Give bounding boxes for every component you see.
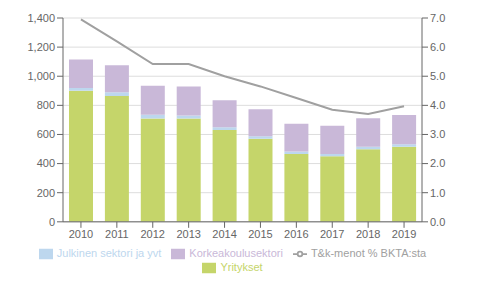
svg-text:2018: 2018 xyxy=(356,228,380,240)
svg-text:1.0: 1.0 xyxy=(430,187,445,199)
svg-text:4.0: 4.0 xyxy=(430,99,445,111)
svg-text:400: 400 xyxy=(37,157,55,169)
svg-text:2019: 2019 xyxy=(392,228,416,240)
svg-text:200: 200 xyxy=(37,187,55,199)
svg-text:0: 0 xyxy=(49,216,55,228)
html-text:T&k-menot % BKTA:sta: T&k-menot % BKTA:sta xyxy=(310,246,427,259)
html-text:Julkinen sektori ja yvt: Julkinen sektori ja yvt xyxy=(56,246,162,259)
svg-text:2016: 2016 xyxy=(284,228,308,240)
svg-text:1,400: 1,400 xyxy=(27,12,55,24)
svg-text:6.0: 6.0 xyxy=(430,41,445,53)
svg-text:2010: 2010 xyxy=(69,228,93,240)
svg-text:2014: 2014 xyxy=(212,228,236,240)
html-text:Korkeakoulusektori: Korkeakoulusektori xyxy=(189,246,283,259)
svg-text:7.0: 7.0 xyxy=(430,12,445,24)
svg-text:2.0: 2.0 xyxy=(430,157,445,169)
svg-text:2015: 2015 xyxy=(248,228,272,240)
svg-text:2013: 2013 xyxy=(176,228,200,240)
svg-text:2011: 2011 xyxy=(105,228,129,240)
svg-text:2012: 2012 xyxy=(141,228,165,240)
svg-text:5.0: 5.0 xyxy=(430,70,445,82)
svg-text:600: 600 xyxy=(37,128,55,140)
svg-text:0.0: 0.0 xyxy=(430,216,445,228)
html-text:Yritykset: Yritykset xyxy=(220,260,263,273)
svg-text:2017: 2017 xyxy=(320,228,344,240)
svg-text:1,200: 1,200 xyxy=(27,41,55,53)
svg-text:800: 800 xyxy=(37,99,55,111)
svg-text:3.0: 3.0 xyxy=(430,128,445,140)
svg-text:1,000: 1,000 xyxy=(27,70,55,82)
